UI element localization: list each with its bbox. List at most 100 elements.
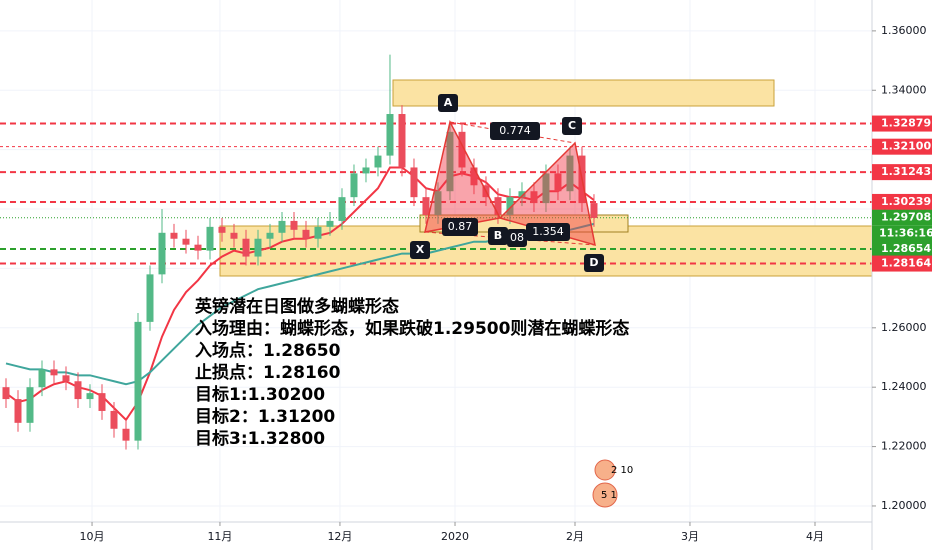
candle-body (98, 393, 106, 411)
candle-body (26, 387, 34, 423)
pattern-ratio: 0.774 (499, 124, 531, 137)
price-label-box (872, 164, 932, 181)
candle-body (386, 114, 394, 156)
candle-body (206, 226, 214, 251)
candle-body (194, 244, 202, 251)
price-label-box (872, 193, 932, 210)
price-label-box (872, 255, 932, 272)
price-label: 1.28654 (881, 242, 931, 255)
annotation-line: 目标2：1.31200 (195, 406, 335, 427)
y-tick-label: 1.36000 (881, 24, 927, 37)
candle-body (14, 399, 22, 423)
pattern-ratio: 08 (510, 231, 524, 244)
x-tick-label: 3月 (681, 530, 699, 543)
candle-body (470, 167, 478, 186)
candle-body (170, 232, 178, 239)
price-label-box (872, 241, 932, 258)
x-tick-label: 12月 (327, 530, 352, 543)
pattern-point: A (444, 96, 453, 109)
candle-body (158, 232, 166, 275)
candle-body (62, 375, 70, 382)
countdown-box (872, 225, 932, 242)
event-icon[interactable] (594, 459, 616, 481)
price-label-box (872, 138, 932, 155)
annotation-line: 目标1:1.30200 (195, 384, 325, 405)
pattern-ratio-box (490, 122, 540, 140)
pattern-ratio-box (507, 229, 527, 247)
candle-body (266, 232, 274, 239)
candle-body (374, 155, 382, 168)
candle-body (254, 238, 262, 257)
y-tick-label: 1.22000 (881, 440, 927, 453)
x-tick-label: 2月 (566, 530, 584, 543)
pattern-point-box (562, 117, 582, 135)
price-label: 1.31243 (881, 165, 931, 178)
pattern-point-box (438, 94, 458, 112)
annotation-line: 入场理由：蝴蝶形态，如果跌破1.29500则潜在蝴蝶形态 (195, 318, 629, 339)
candle-body (2, 387, 10, 400)
candle-body (434, 191, 442, 215)
event-icon[interactable] (592, 482, 618, 508)
y-tick-label: 1.20000 (881, 499, 927, 512)
candle-body (122, 428, 130, 441)
pattern-ratio: 1.354 (532, 225, 564, 238)
price-label-box (872, 115, 932, 132)
x-tick-label: 2020 (441, 530, 469, 543)
pattern-point-box (488, 227, 508, 245)
annotation-line: 目标3:1.32800 (195, 428, 325, 449)
candle-body (422, 197, 430, 215)
candle-body (326, 220, 334, 227)
candle-body (86, 393, 94, 400)
pattern-point: C (568, 119, 576, 132)
price-label: 1.32100 (881, 140, 931, 153)
annotation-line: 止损点：1.28160 (195, 362, 341, 383)
x-tick-label: 10月 (80, 530, 105, 543)
candle-body (458, 131, 466, 168)
candle-body (410, 167, 418, 198)
candle-body (134, 321, 142, 441)
candle-body (446, 131, 454, 192)
pattern-ratio-box (442, 218, 478, 236)
annotation-line: 入场点：1.28650 (195, 340, 341, 361)
price-label: 1.29708 (881, 211, 931, 224)
candle-body (242, 238, 250, 257)
candle-body (338, 197, 346, 221)
price-label: 1.32879 (881, 117, 931, 130)
candle-body (542, 173, 550, 204)
pattern-point-box (410, 241, 430, 259)
candle-body (362, 167, 370, 174)
pattern-point: B (494, 229, 502, 242)
candle-body (554, 173, 562, 192)
candle-body (290, 220, 298, 230)
annotation-line: 英镑潜在日图做多蝴蝶形态 (195, 296, 399, 317)
candle-body (110, 410, 118, 429)
pattern-point: X (416, 243, 425, 256)
candle-body (350, 173, 358, 198)
annotation: 英镑潜在日图做多蝴蝶形态 入场理由：蝴蝶形态，如果跌破1.29500则潜在蝴蝶形… (195, 296, 629, 449)
candle-body (398, 114, 406, 168)
candle-body (530, 191, 538, 204)
pattern-ratio-box (526, 223, 570, 241)
candle-body (278, 220, 286, 233)
countdown: 11:36:16 (879, 227, 932, 240)
candle-body (302, 229, 310, 239)
pattern-ratio: 0.87 (448, 220, 473, 233)
candle-body (38, 369, 46, 388)
candle-body (230, 232, 238, 239)
y-tick-label: 1.34000 (881, 83, 927, 96)
candle-body (182, 238, 190, 245)
y-tick-label: 1.26000 (881, 321, 927, 334)
candle-body (218, 226, 226, 233)
candle-body (314, 226, 322, 239)
pattern-point-box (584, 254, 604, 272)
price-label: 1.28164 (881, 257, 931, 270)
price-label: 1.30239 (881, 195, 931, 208)
candle-body (566, 155, 574, 192)
y-tick-label: 1.24000 (881, 380, 927, 393)
x-tick-label: 4月 (806, 530, 824, 543)
candle-body (506, 197, 514, 215)
candle-body (74, 381, 82, 400)
x-tick-label: 11月 (207, 530, 232, 543)
event-marker: 2 10 (611, 465, 633, 476)
